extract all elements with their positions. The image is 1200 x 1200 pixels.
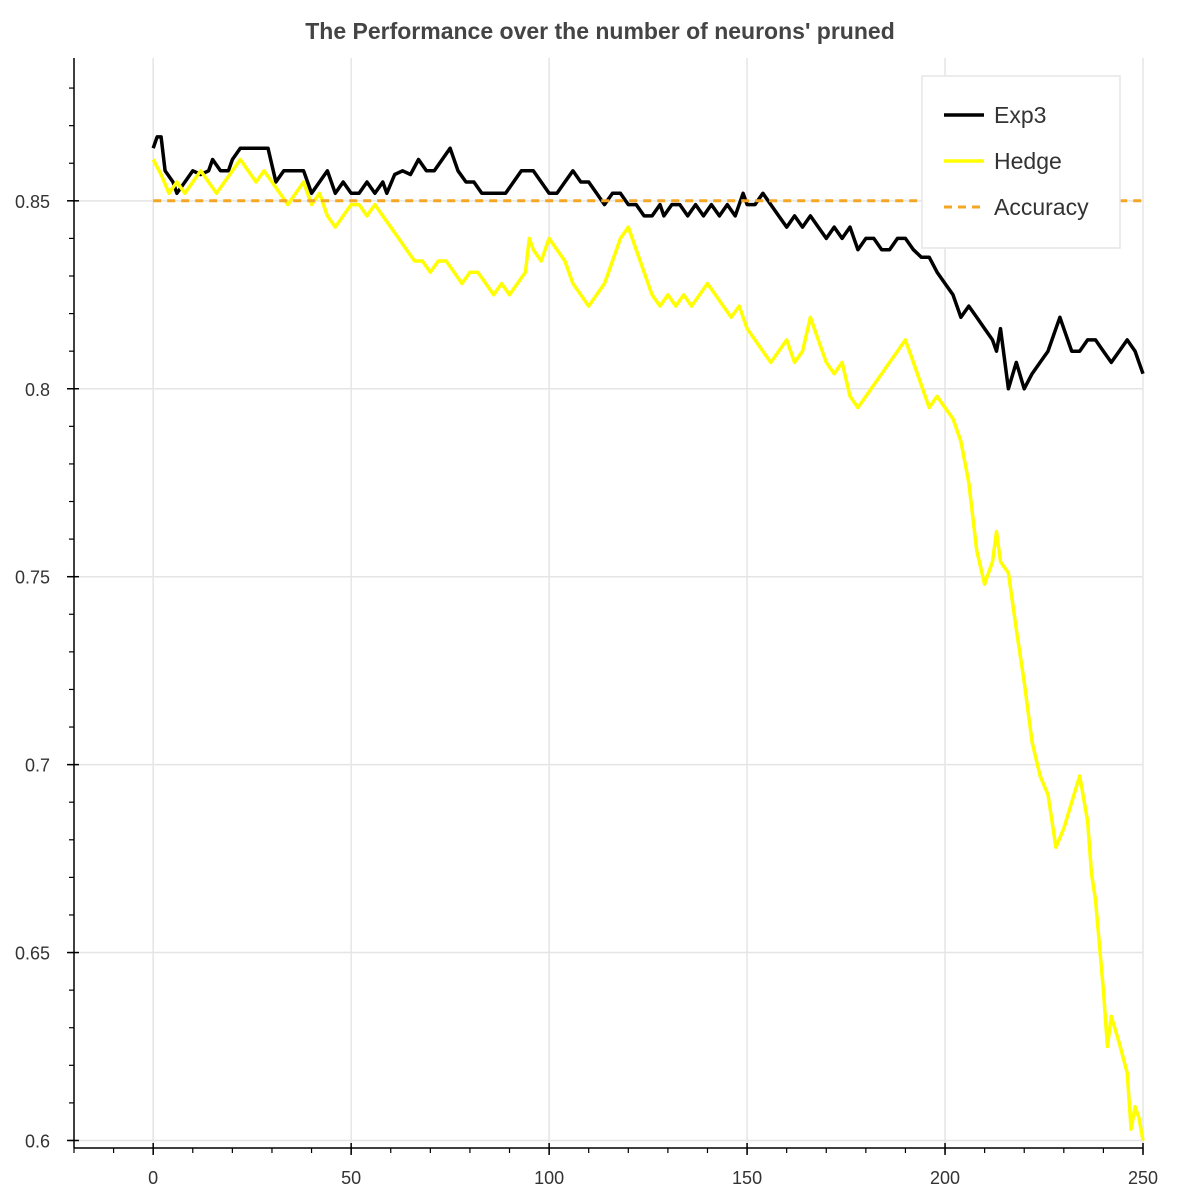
chart-title: The Performance over the number of neuro… [305, 18, 895, 44]
series-line-exp3 [151, 135, 1145, 391]
legend-label-accuracy: Accuracy [994, 194, 1089, 220]
axes: 0 50 100 150 200 250 0.6 0.65 0.7 0.75 0.8 0.85 [15, 58, 1158, 1188]
x-tick-label: 0 [148, 1168, 158, 1188]
legend-label-exp3: Exp3 [994, 102, 1046, 128]
x-tick-label: 100 [534, 1168, 564, 1188]
legend-label-hedge: Hedge [994, 148, 1062, 174]
y-tick-label: 0.8 [25, 380, 50, 400]
y-tick-label: 0.85 [15, 192, 50, 212]
y-tick-label: 0.65 [15, 944, 50, 964]
y-tick-label: 0.75 [15, 568, 50, 588]
x-tick-label: 50 [341, 1168, 361, 1188]
y-tick-label: 0.7 [25, 756, 50, 776]
y-tick-label: 0.6 [25, 1131, 50, 1151]
x-tick-label: 200 [930, 1168, 960, 1188]
x-tick-label: 150 [732, 1168, 762, 1188]
series-line-hedge [151, 157, 1145, 1141]
legend: Exp3 Hedge Accuracy [921, 75, 1121, 249]
series [151, 135, 1145, 1141]
x-tick-label: 250 [1128, 1168, 1158, 1188]
